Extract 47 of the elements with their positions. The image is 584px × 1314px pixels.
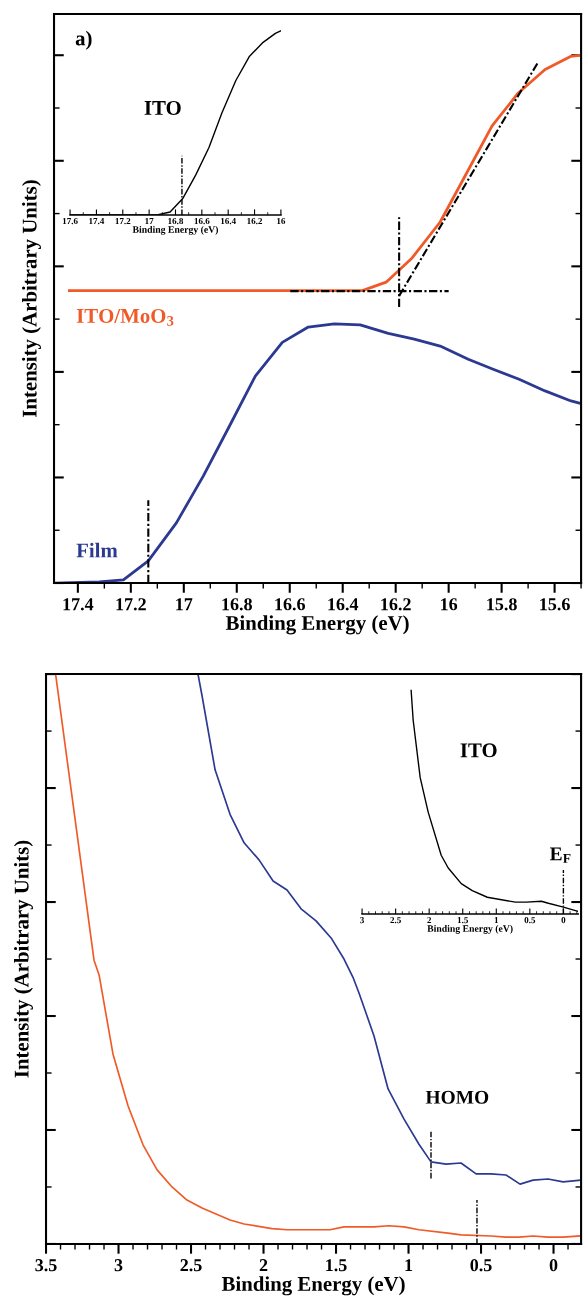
x-tick-label: 2.5	[180, 1259, 202, 1272]
series-label: ITO	[144, 100, 181, 115]
x-tick-label: 0	[561, 917, 566, 924]
x-tick-label: 16.6	[275, 598, 306, 611]
x-tick-label: 0	[549, 1259, 558, 1272]
x-tick-label: 3.5	[35, 1259, 57, 1272]
x-tick-label: 1.5	[326, 1259, 347, 1272]
annotation: E$_{F}$	[549, 847, 571, 863]
x-tick-label: 0.5	[470, 1259, 492, 1272]
x-tick-label: 17.2	[115, 218, 131, 225]
x-tick-label: 16.8	[222, 598, 252, 611]
x-tick-label: 17.6	[62, 218, 78, 225]
x-tick-label: 17	[176, 598, 193, 611]
x-tick-label: 1	[494, 917, 499, 924]
x-tick-label: 16.6	[194, 218, 210, 225]
x-tick-label: 17.2	[116, 598, 146, 611]
x-tick-label: 1	[405, 1259, 413, 1272]
x-tick-label: 15.6	[540, 598, 570, 611]
x-tick-label: 0.5	[524, 917, 536, 924]
x-tick-label: 16.4	[328, 598, 359, 611]
x-tick-label: 2	[259, 1259, 268, 1272]
x-tick-label: 16	[441, 598, 458, 611]
x-tick-label: 16	[277, 218, 286, 225]
x-tick-label: 17.4	[63, 598, 94, 611]
x-tick-label: 15.8	[487, 598, 517, 611]
x-tick-label: 2.5	[390, 917, 401, 924]
x-tick-label: 16.8	[168, 218, 184, 225]
x-tick-label: 17	[145, 218, 154, 225]
x-tick-label: 17.4	[89, 218, 105, 225]
x-tick-label: 3	[114, 1259, 123, 1272]
x-tick-label: 16.2	[381, 598, 411, 611]
x-tick-label: 3	[360, 917, 365, 924]
annotation: HOMO	[425, 1090, 489, 1104]
y-axis-title: Intensity (Arbitrary Units)	[14, 840, 33, 1078]
x-tick-label: 16.2	[247, 218, 263, 225]
x-axis-title: Binding Energy (eV)	[221, 1276, 405, 1296]
series-label: ITO/MoO$_{3}$	[76, 308, 174, 326]
annotation: a)	[75, 30, 92, 50]
series-label: Film	[76, 542, 118, 558]
x-axis-title: Binding Energy (eV)	[225, 615, 409, 635]
text: ITO	[460, 743, 497, 758]
x-axis-title: Binding Energy (eV)	[427, 924, 513, 934]
y-axis-title: Intensity (Arbitrary Units)	[22, 180, 41, 418]
x-axis-title: Binding Energy (eV)	[132, 225, 219, 235]
x-tick-label: 2	[427, 917, 432, 924]
x-tick-label: 1.5	[457, 917, 469, 924]
x-tick-label: 16.4	[221, 218, 236, 225]
